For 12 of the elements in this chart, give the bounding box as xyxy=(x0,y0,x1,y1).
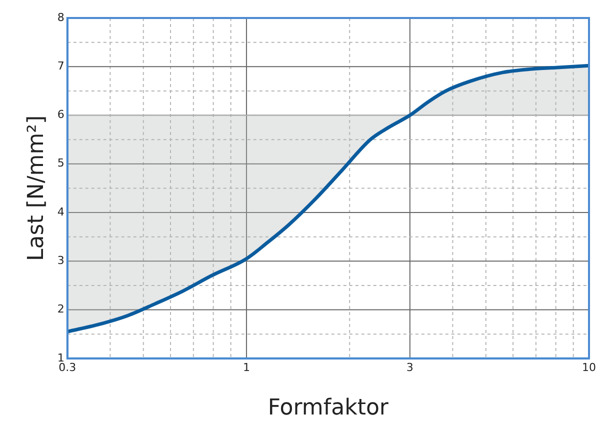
y-axis-title: Last [N/mm²] xyxy=(24,115,49,261)
y-tick-label: 2 xyxy=(57,302,64,316)
x-axis-title: Formfaktor xyxy=(268,396,390,421)
y-tick-label: 4 xyxy=(57,205,64,218)
y-tick-label: 8 xyxy=(57,10,64,24)
x-tick-label: 10 xyxy=(582,360,596,374)
y-tick-label: 7 xyxy=(57,59,64,72)
y-tick-label: 6 xyxy=(57,108,64,122)
x-tick-label: 3 xyxy=(406,360,414,374)
y-tick-label: 3 xyxy=(57,254,64,267)
x-tick-label: 1 xyxy=(242,360,250,374)
y-tick-label: 5 xyxy=(57,156,64,170)
